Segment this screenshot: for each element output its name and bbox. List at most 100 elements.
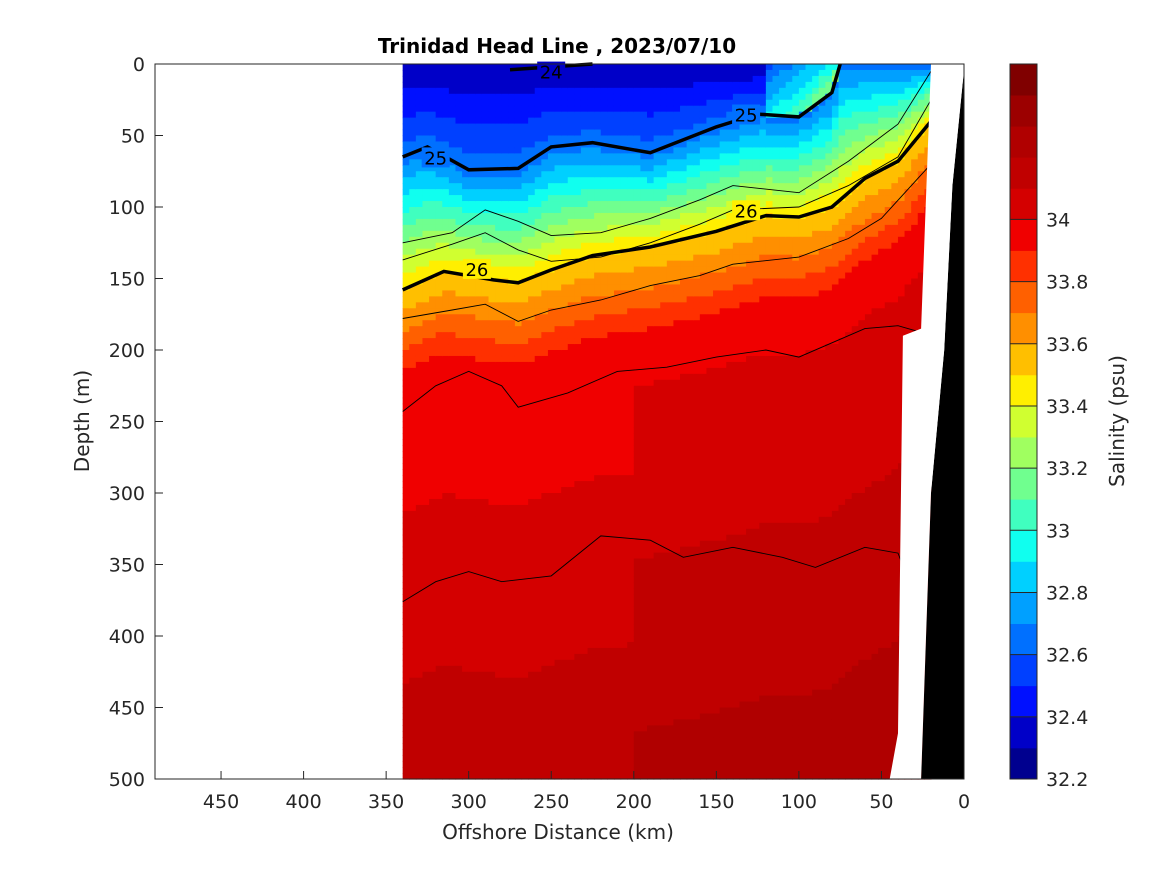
salinity-cell [468, 230, 476, 238]
salinity-cell [574, 153, 582, 160]
salinity-cell [660, 707, 668, 715]
salinity-cell [541, 177, 549, 184]
salinity-cell [442, 117, 450, 125]
salinity-cell [528, 469, 536, 476]
salinity-cell [468, 564, 476, 572]
salinity-cell [620, 350, 628, 357]
salinity-cell [481, 701, 490, 709]
salinity-cell [653, 767, 661, 774]
salinity-cell [429, 546, 437, 554]
salinity-cell [666, 111, 675, 119]
salinity-cell [640, 373, 648, 381]
salinity-cell [488, 600, 496, 607]
salinity-cell [647, 123, 655, 131]
salinity-cell [594, 248, 602, 256]
salinity-cell [448, 498, 457, 506]
salinity-cell [468, 355, 476, 363]
salinity-cell [653, 373, 661, 381]
salinity-cell [422, 207, 430, 214]
salinity-cell [613, 493, 622, 500]
salinity-cell [653, 582, 661, 589]
salinity-cell [429, 773, 437, 780]
salinity-cell [541, 481, 549, 488]
salinity-cell [561, 296, 569, 303]
salinity-cell [528, 546, 536, 554]
salinity-cell [660, 719, 668, 726]
salinity-cell [587, 201, 595, 208]
salinity-cell [580, 731, 589, 738]
salinity-cell [633, 195, 641, 202]
salinity-cell [640, 534, 648, 542]
salinity-cell [541, 540, 549, 548]
salinity-cell [620, 254, 628, 262]
salinity-cell [528, 373, 536, 381]
salinity-cell [455, 171, 463, 178]
salinity-cell [455, 600, 463, 607]
salinity-cell [495, 81, 503, 89]
salinity-cell [647, 773, 655, 780]
salinity-cell [620, 87, 628, 95]
salinity-cell [481, 677, 490, 685]
salinity-cell [666, 636, 675, 643]
salinity-cell [462, 177, 470, 184]
salinity-cell [455, 284, 463, 292]
salinity-cell [666, 528, 675, 536]
salinity-cell [435, 230, 443, 238]
salinity-cell [660, 582, 668, 589]
salinity-cell [402, 594, 410, 601]
salinity-cell [415, 534, 424, 542]
salinity-cell [475, 75, 483, 83]
salinity-cell [402, 689, 410, 697]
salinity-cell [561, 582, 569, 589]
salinity-cell [429, 296, 437, 303]
salinity-cell [528, 242, 536, 250]
salinity-cell [422, 749, 430, 756]
salinity-cell [495, 689, 503, 697]
salinity-cell [462, 314, 470, 321]
salinity-cell [647, 707, 655, 715]
salinity-cell [607, 207, 615, 214]
salinity-cell [607, 558, 615, 566]
salinity-cell [640, 242, 648, 250]
salinity-cell [409, 260, 417, 268]
salinity-cell [488, 433, 496, 440]
salinity-cell [666, 361, 675, 369]
salinity-cell [514, 618, 523, 625]
salinity-cell [594, 576, 602, 583]
salinity-cell [462, 75, 470, 83]
salinity-cell [640, 105, 648, 113]
salinity-cell [534, 761, 542, 768]
salinity-cell [481, 725, 490, 732]
salinity-cell [567, 415, 575, 423]
salinity-cell [415, 677, 424, 685]
salinity-cell [647, 445, 655, 452]
salinity-cell [514, 570, 523, 578]
salinity-cell [488, 677, 496, 685]
salinity-cell [415, 594, 424, 601]
salinity-cell [448, 69, 457, 77]
salinity-cell [561, 749, 569, 756]
salinity-cell [435, 201, 443, 208]
salinity-cell [574, 636, 582, 643]
salinity-cell [501, 212, 509, 220]
salinity-cell [620, 129, 628, 137]
salinity-cell [488, 469, 496, 476]
salinity-cell [567, 171, 575, 178]
salinity-cell [534, 743, 542, 750]
salinity-cell [488, 427, 496, 435]
salinity-cell [435, 516, 443, 524]
salinity-cell [429, 701, 437, 709]
salinity-cell [587, 582, 595, 589]
salinity-cell [587, 493, 595, 500]
salinity-cell [554, 344, 562, 351]
salinity-cell [448, 117, 457, 125]
salinity-cell [613, 87, 622, 95]
salinity-cell [607, 81, 615, 89]
salinity-cell [567, 636, 575, 643]
salinity-cell [627, 761, 635, 768]
salinity-cell [422, 361, 430, 369]
salinity-cell [547, 612, 556, 619]
salinity-cell [448, 93, 457, 101]
salinity-cell [561, 117, 569, 125]
salinity-cell [429, 618, 437, 625]
